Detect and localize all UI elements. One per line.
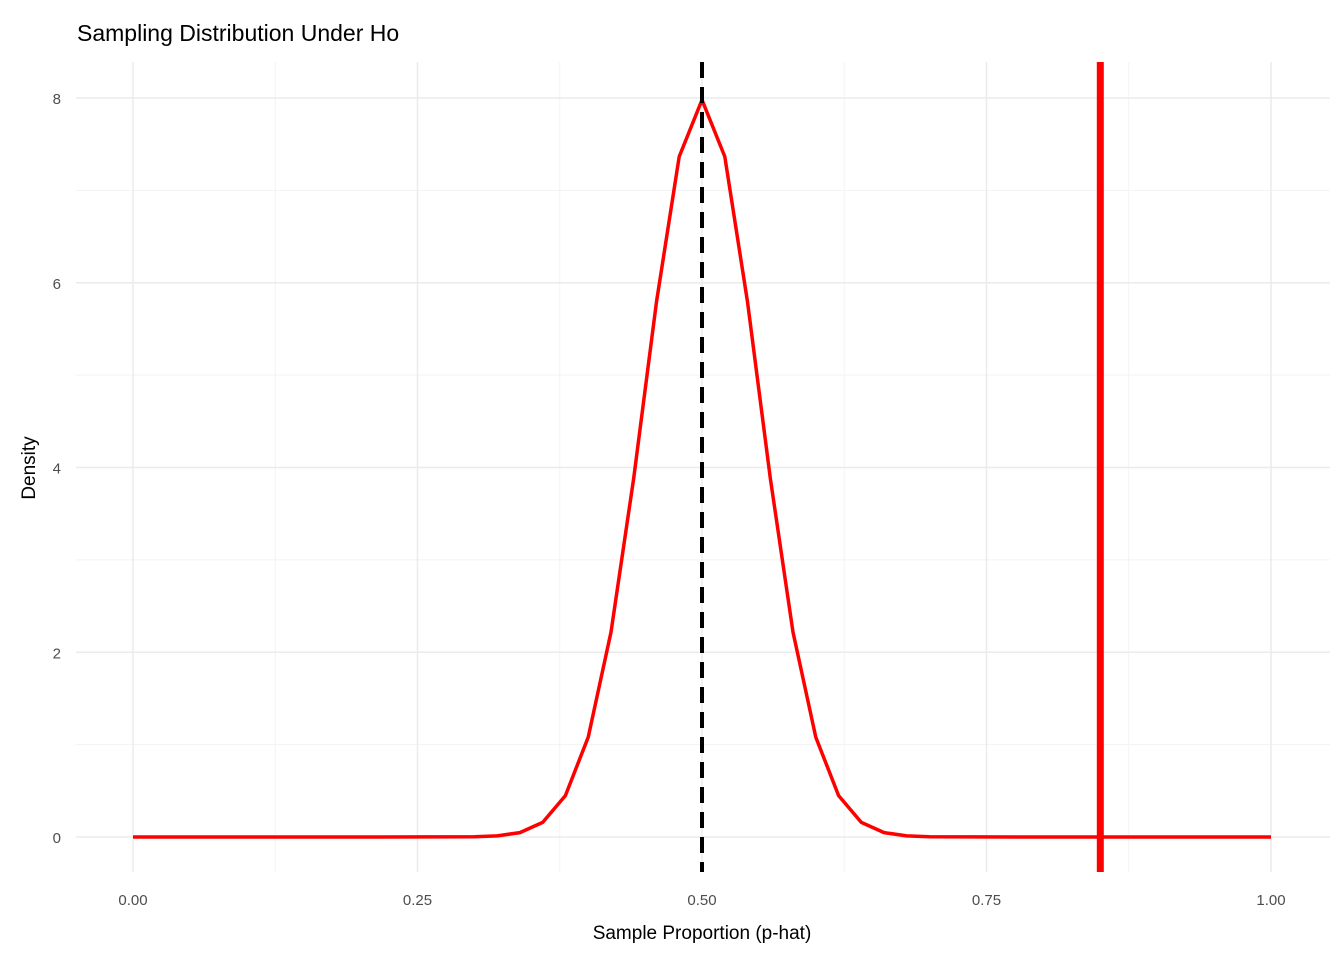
x-tick-label: 0.50 bbox=[687, 892, 716, 909]
y-tick-label: 2 bbox=[53, 645, 61, 662]
x-axis-title: Sample Proportion (p-hat) bbox=[593, 923, 812, 944]
y-tick-label: 6 bbox=[53, 276, 61, 293]
x-tick-label: 1.00 bbox=[1256, 892, 1285, 909]
y-tick-label: 4 bbox=[53, 461, 61, 478]
x-tick-label: 0.00 bbox=[118, 892, 147, 909]
y-tick-label: 8 bbox=[53, 91, 61, 108]
marks bbox=[133, 62, 1271, 872]
x-tick-label: 0.25 bbox=[403, 892, 432, 909]
y-tick-label: 0 bbox=[53, 830, 61, 847]
chart-title: Sampling Distribution Under Ho bbox=[77, 20, 399, 46]
tick-labels: 0.00 0.25 0.50 0.75 1.00 0 2 4 6 8 bbox=[53, 91, 1286, 909]
y-axis-title: Density bbox=[19, 436, 40, 500]
x-tick-label: 0.75 bbox=[972, 892, 1001, 909]
